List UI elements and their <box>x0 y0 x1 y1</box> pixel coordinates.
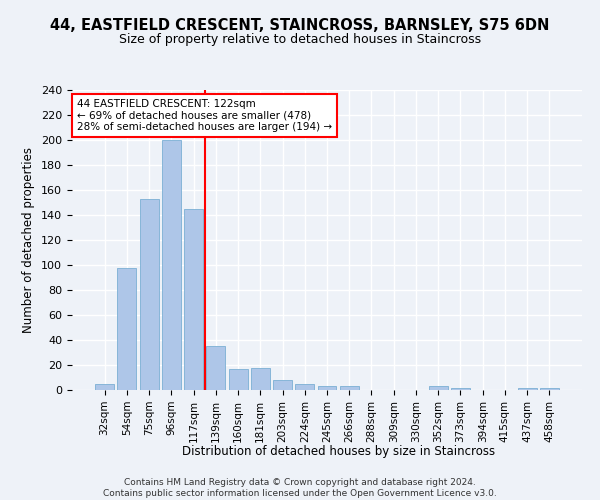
Bar <box>518 388 536 390</box>
Bar <box>429 386 448 390</box>
Bar <box>317 386 337 390</box>
Bar <box>540 388 559 390</box>
Text: Contains HM Land Registry data © Crown copyright and database right 2024.
Contai: Contains HM Land Registry data © Crown c… <box>103 478 497 498</box>
Bar <box>273 380 292 390</box>
Y-axis label: Number of detached properties: Number of detached properties <box>22 147 35 333</box>
Bar <box>140 198 158 390</box>
Bar <box>162 140 181 390</box>
Bar <box>451 388 470 390</box>
Text: 44 EASTFIELD CRESCENT: 122sqm
← 69% of detached houses are smaller (478)
28% of : 44 EASTFIELD CRESCENT: 122sqm ← 69% of d… <box>77 99 332 132</box>
Bar <box>206 346 225 390</box>
Text: Size of property relative to detached houses in Staincross: Size of property relative to detached ho… <box>119 32 481 46</box>
Bar <box>95 384 114 390</box>
Bar <box>295 384 314 390</box>
Bar <box>184 209 203 390</box>
Bar <box>251 368 270 390</box>
Text: 44, EASTFIELD CRESCENT, STAINCROSS, BARNSLEY, S75 6DN: 44, EASTFIELD CRESCENT, STAINCROSS, BARN… <box>50 18 550 32</box>
Bar <box>118 268 136 390</box>
Bar <box>340 386 359 390</box>
Text: Distribution of detached houses by size in Staincross: Distribution of detached houses by size … <box>182 444 496 458</box>
Bar <box>229 369 248 390</box>
